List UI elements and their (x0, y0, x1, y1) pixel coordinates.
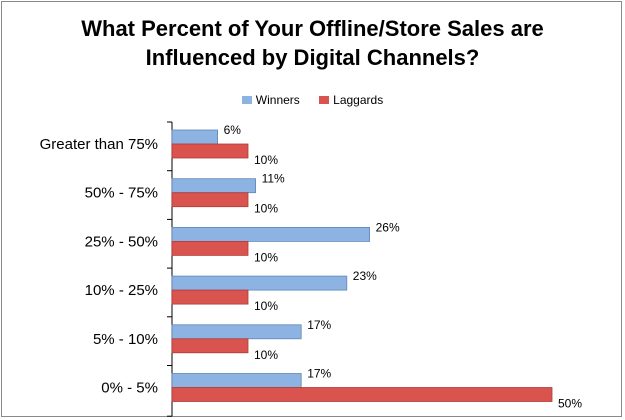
data-label-laggards-10-25: 10% (254, 299, 278, 313)
legend-label-winners: Winners (255, 93, 300, 107)
data-label-winners-10-25: 23% (353, 269, 377, 283)
chart-title: What Percent of Your Offline/Store Sales… (0, 14, 625, 72)
legend-entry-laggards: Laggards (319, 93, 383, 107)
chart-title-line-1: What Percent of Your Offline/Store Sales… (81, 16, 544, 41)
data-label-laggards-greater-than-75: 10% (254, 153, 278, 167)
bar-winners-50-75 (171, 178, 256, 194)
bar-winners-5-10 (171, 324, 302, 340)
data-label-laggards-50-75: 10% (254, 202, 278, 216)
chart-title-line-2: Influenced by Digital Channels? (145, 45, 480, 70)
legend-label-laggards: Laggards (333, 93, 384, 107)
bar-laggards-0-5 (171, 387, 553, 402)
data-label-winners-25-50: 26% (376, 220, 400, 234)
data-label-winners-0-5: 17% (307, 367, 331, 381)
data-label-winners-50-75: 11% (262, 172, 285, 186)
data-label-winners-greater-than-75: 6% (224, 123, 242, 137)
category-label-50-75: 50% - 75% (85, 185, 158, 202)
category-label-greater-than-75: Greater than 75% (40, 136, 158, 153)
category-label-5-10: 5% - 10% (93, 331, 158, 348)
data-label-laggards-25-50: 10% (254, 250, 278, 264)
legend-entry-winners: Winners (241, 93, 300, 107)
bar-winners-greater-than-75 (171, 129, 218, 145)
category-label-10-25: 10% - 25% (85, 282, 158, 299)
legend-swatch-winners (241, 96, 252, 104)
bar-laggards-50-75 (171, 192, 249, 208)
bar-laggards-10-25 (171, 289, 249, 305)
category-label-0-5: 0% - 5% (101, 380, 158, 397)
chart-legend: Winners Laggards (0, 93, 625, 109)
legend-swatch-laggards (319, 96, 330, 104)
category-label-25-50: 25% - 50% (85, 233, 158, 250)
data-label-laggards-0-5: 50% (558, 397, 582, 411)
bar-winners-25-50 (171, 226, 371, 242)
bar-winners-0-5 (171, 373, 302, 388)
bar-laggards-5-10 (171, 338, 249, 354)
bar-laggards-25-50 (171, 240, 249, 256)
data-label-winners-5-10: 17% (307, 318, 331, 332)
bar-laggards-greater-than-75 (171, 143, 249, 159)
data-label-laggards-5-10: 10% (254, 348, 278, 362)
bar-winners-10-25 (171, 275, 348, 291)
